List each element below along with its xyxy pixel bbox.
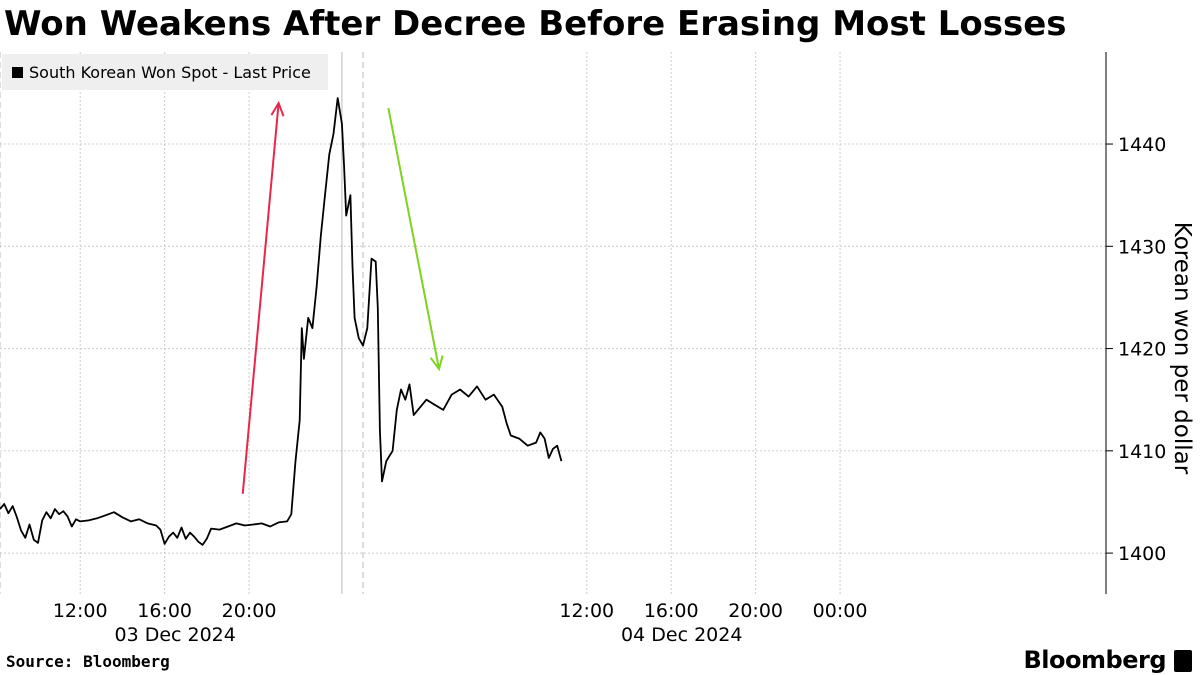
x-tick-label: 20:00	[728, 600, 783, 622]
down-arrow	[387, 108, 444, 372]
y-tick-label: 1400	[1118, 543, 1166, 565]
bloomberg-terminal-icon	[1174, 650, 1192, 672]
y-tick-label: 1430	[1118, 236, 1166, 258]
y-tick-label: 1410	[1118, 441, 1166, 463]
y-tick-label: 1420	[1118, 339, 1166, 361]
legend: South Korean Won Spot - Last Price	[2, 54, 328, 90]
x-date-label: 03 Dec 2024	[114, 624, 235, 646]
x-date-label: 04 Dec 2024	[621, 624, 742, 646]
chart-title: Won Weakens After Decree Before Erasing …	[4, 4, 1067, 44]
x-axis: 12:00 16:00 20:00 12:00 16:00 20:00 00:00 03 De…	[53, 600, 868, 646]
grid-lines	[0, 52, 1106, 594]
x-tick-label: 00:00	[813, 600, 868, 622]
series-line	[0, 97, 563, 546]
x-tick-label: 20:00	[222, 600, 277, 622]
y-axis-label: Korean won per dollar	[1169, 222, 1195, 475]
y-tick-label: 1440	[1118, 134, 1166, 156]
x-tick-label: 12:00	[53, 600, 108, 622]
series	[0, 97, 563, 546]
x-tick-label: 16:00	[644, 600, 699, 622]
annotations	[241, 100, 444, 494]
brand-logo: Bloomberg	[1023, 646, 1167, 674]
legend-swatch	[12, 66, 23, 78]
reference-lines	[0, 52, 364, 594]
y-axis: 1400 1410 1420 1430 1440	[1105, 52, 1166, 594]
x-tick-label: 16:00	[137, 600, 192, 622]
source-note: Source: Bloomberg	[6, 652, 170, 671]
x-tick-label: 12:00	[559, 600, 614, 622]
legend-label: South Korean Won Spot - Last Price	[29, 62, 311, 82]
up-arrow	[241, 100, 285, 494]
